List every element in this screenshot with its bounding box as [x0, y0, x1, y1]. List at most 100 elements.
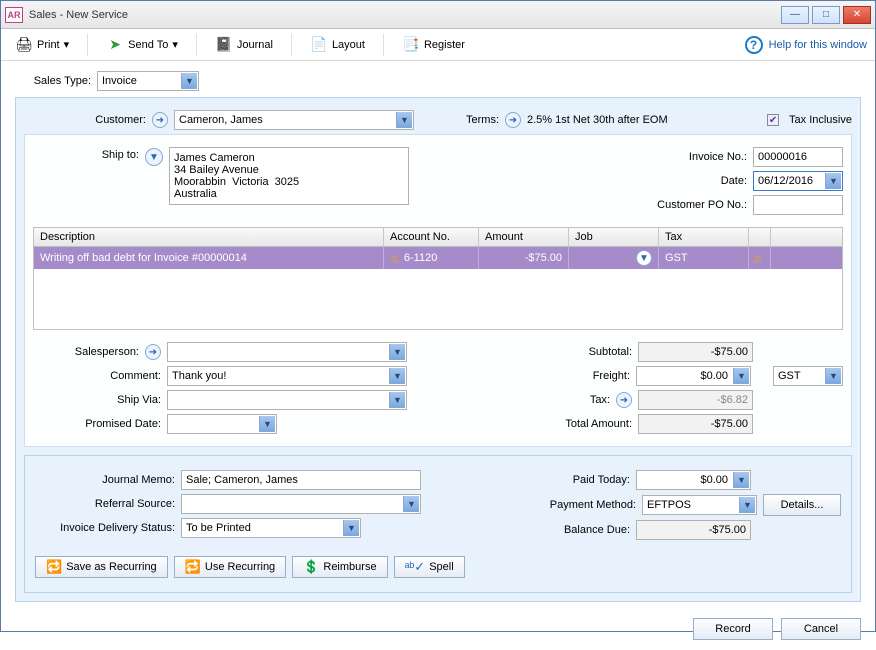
layout-button[interactable]: 📄 Layout [304, 34, 371, 56]
close-button[interactable]: ✕ [843, 6, 871, 24]
cell-job[interactable]: ▼ [569, 247, 659, 269]
recurring-icon: 🔁 [185, 559, 201, 575]
calendar-icon: ▼ [825, 173, 841, 189]
col-tax[interactable]: Tax [659, 228, 749, 246]
payment-method-label: Payment Method: [550, 499, 636, 511]
table-body-empty[interactable] [34, 269, 842, 329]
spell-button[interactable]: ᵃᵇ✓Spell [394, 556, 465, 578]
layout-label: Layout [332, 39, 365, 51]
payment-panel: Journal Memo: Sale; Cameron, James Refer… [24, 455, 852, 593]
register-icon: 📑 [402, 36, 420, 54]
payment-method-select[interactable]: EFTPOS▼ [642, 495, 757, 515]
save-recurring-button[interactable]: 🔁Save as Recurring [35, 556, 168, 578]
ship-to-select-icon[interactable]: ▼ [145, 148, 163, 166]
paid-today-input[interactable]: $0.00▼ [636, 470, 751, 490]
cancel-button[interactable]: Cancel [781, 618, 861, 640]
footer: Record Cancel [1, 608, 875, 650]
register-label: Register [424, 39, 465, 51]
toolbar: 🖨 Print ▾ ➤ Send To ▾ 📓 Journal 📄 Layout… [1, 29, 875, 61]
journal-memo-input[interactable]: Sale; Cameron, James [181, 470, 421, 490]
delivery-status-select[interactable]: To be Printed▼ [181, 518, 361, 538]
warning-icon: ⚠ [753, 252, 763, 265]
customer-value: Cameron, James [179, 114, 263, 126]
ship-to-textarea[interactable] [169, 147, 409, 205]
use-recurring-button[interactable]: 🔁Use Recurring [174, 556, 287, 578]
invoice-no-input[interactable]: 00000016 [753, 147, 843, 167]
salesperson-lookup-icon[interactable]: ➜ [145, 344, 161, 360]
print-label: Print [37, 39, 60, 51]
comment-select[interactable]: Thank you!▼ [167, 366, 407, 386]
tax-label: Tax: [590, 394, 610, 406]
send-icon: ➤ [106, 36, 124, 54]
details-button[interactable]: Details... [763, 494, 841, 516]
ship-via-select[interactable]: ▼ [167, 390, 407, 410]
journal-memo-label: Journal Memo: [35, 474, 175, 486]
tax-lookup-icon[interactable]: ➜ [616, 392, 632, 408]
customer-po-label: Customer PO No.: [657, 199, 747, 211]
record-button[interactable]: Record [693, 618, 773, 640]
chevron-down-icon: ▼ [403, 496, 419, 512]
table-row[interactable]: Writing off bad debt for Invoice #000000… [34, 247, 842, 269]
chevron-down-icon: ▼ [636, 250, 652, 266]
journal-button[interactable]: 📓 Journal [209, 34, 279, 56]
dropdown-icon: ▾ [64, 38, 70, 51]
cell-tax[interactable]: GST [659, 247, 749, 269]
comment-label: Comment: [33, 370, 161, 382]
ship-to-label: Ship to: [33, 147, 139, 161]
cell-amount[interactable]: -$75.00 [479, 247, 569, 269]
freight-tax-select[interactable]: GST▼ [773, 366, 843, 386]
send-to-button[interactable]: ➤ Send To ▾ [100, 34, 184, 56]
customer-select[interactable]: Cameron, James ▼ [174, 110, 414, 130]
col-description[interactable]: Description [34, 228, 384, 246]
customer-po-input[interactable] [753, 195, 843, 215]
promised-date-label: Promised Date: [33, 418, 161, 430]
dropdown-icon: ▾ [172, 38, 178, 51]
calendar-icon: ▼ [259, 416, 275, 432]
minimize-button[interactable]: — [781, 6, 809, 24]
freight-label: Freight: [593, 370, 630, 382]
ship-via-label: Ship Via: [33, 394, 161, 406]
balance-due-label: Balance Due: [564, 524, 630, 536]
help-link[interactable]: ? Help for this window [745, 36, 867, 54]
chevron-down-icon: ▼ [343, 520, 359, 536]
date-label: Date: [721, 175, 747, 187]
balance-due-value: -$75.00 [636, 520, 751, 540]
col-amount[interactable]: Amount [479, 228, 569, 246]
promised-date-input[interactable]: ▼ [167, 414, 277, 434]
layout-icon: 📄 [310, 36, 328, 54]
col-job[interactable]: Job [569, 228, 659, 246]
chevron-down-icon: ▼ [181, 73, 197, 89]
terms-label: Terms: [466, 114, 499, 126]
date-input[interactable]: 06/12/2016 ▼ [753, 171, 843, 191]
freight-input[interactable]: $0.00▼ [636, 366, 751, 386]
sales-type-select[interactable]: Invoice ▼ [97, 71, 199, 91]
reimburse-button[interactable]: 💲Reimburse [292, 556, 387, 578]
titlebar: AR Sales - New Service — □ ✕ [1, 1, 875, 29]
customer-lookup-icon[interactable]: ➜ [152, 112, 168, 128]
main-panel: Customer: ➜ Cameron, James ▼ Terms: ➜ 2.… [15, 97, 861, 602]
salesperson-select[interactable]: ▼ [167, 342, 407, 362]
table-header: Description Account No. Amount Job Tax [34, 228, 842, 247]
invoice-no-label: Invoice No.: [689, 151, 747, 163]
subtotal-label: Subtotal: [589, 346, 632, 358]
salesperson-label: Salesperson: [33, 346, 139, 358]
printer-icon: 🖨 [15, 36, 33, 54]
col-account[interactable]: Account No. [384, 228, 479, 246]
tax-inclusive-checkbox[interactable]: ✔ [767, 114, 779, 126]
chevron-down-icon: ▼ [733, 472, 749, 488]
app-icon: AR [5, 7, 23, 23]
journal-label: Journal [237, 39, 273, 51]
print-button[interactable]: 🖨 Print ▾ [9, 34, 75, 56]
tax-value: -$6.82 [638, 390, 753, 410]
register-button[interactable]: 📑 Register [396, 34, 471, 56]
cell-description[interactable]: Writing off bad debt for Invoice #000000… [34, 247, 384, 269]
recurring-icon: 🔁 [46, 559, 62, 575]
chevron-down-icon: ▼ [396, 112, 412, 128]
terms-lookup-icon[interactable]: ➜ [505, 112, 521, 128]
maximize-button[interactable]: □ [812, 6, 840, 24]
window-title: Sales - New Service [29, 9, 781, 21]
subtotal-value: -$75.00 [638, 342, 753, 362]
referral-source-select[interactable]: ▼ [181, 494, 421, 514]
chevron-down-icon: ▼ [389, 368, 405, 384]
cell-account[interactable]: ⚠6-1120 [384, 247, 479, 269]
